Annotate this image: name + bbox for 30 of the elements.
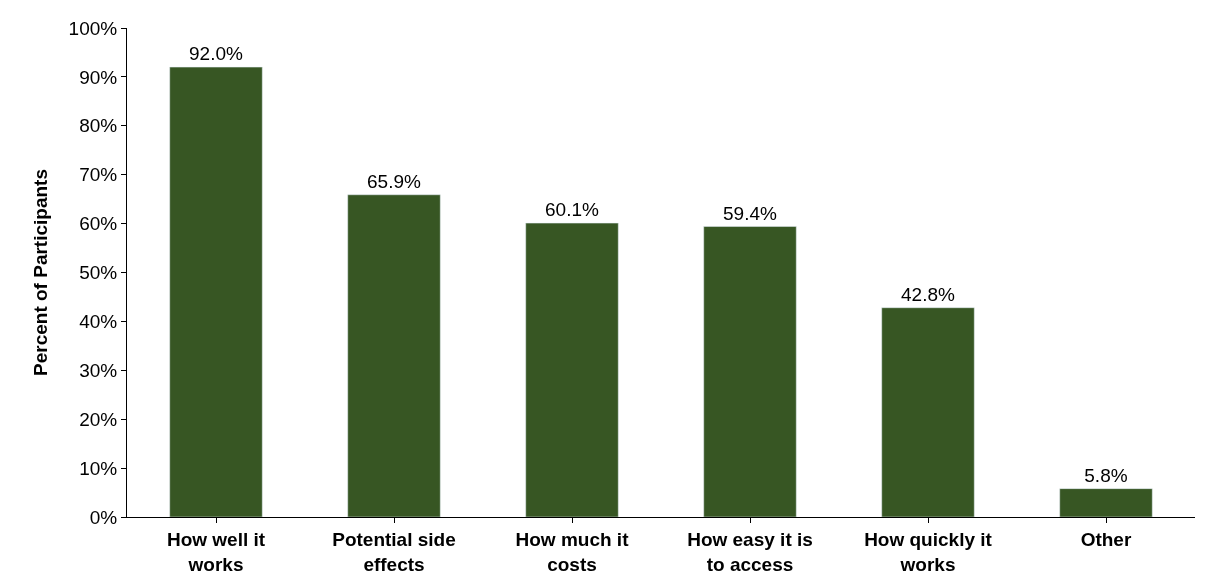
bar (169, 66, 263, 517)
x-tick-label: How well it works (166, 528, 266, 575)
bar (703, 226, 797, 517)
y-tick-label: 70% (79, 164, 118, 186)
data-label: 59.4% (723, 202, 777, 224)
bar (881, 307, 975, 517)
bar (1059, 488, 1153, 517)
y-tick-label: 50% (79, 262, 118, 284)
y-tick-label: 30% (79, 359, 118, 381)
y-axis-title: Percent of Participants (30, 169, 52, 376)
data-label: 42.8% (901, 283, 955, 305)
x-tick-label: How easy it is to access (687, 528, 813, 575)
x-tick-label: How quickly it works (864, 528, 993, 575)
x-tick-label: Potential side effects (332, 528, 456, 575)
x-tick-label: How much it costs (515, 528, 630, 575)
data-label: 92.0% (189, 43, 243, 65)
x-tick-label: Other (1080, 528, 1132, 550)
y-tick-label: 80% (79, 115, 118, 137)
bar (525, 222, 619, 517)
data-label: 65.9% (367, 170, 421, 192)
y-tick-label: 0% (89, 506, 118, 528)
y-tick-label: 60% (79, 213, 118, 235)
y-tick-label: 90% (79, 66, 118, 88)
y-tick-label: 10% (79, 457, 118, 479)
bar (347, 194, 441, 517)
y-tick-label: 100% (68, 17, 118, 39)
data-label: 5.8% (1084, 464, 1128, 486)
data-label: 60.1% (545, 199, 599, 221)
y-tick-label: 40% (79, 311, 118, 333)
y-tick-label: 20% (79, 408, 118, 430)
